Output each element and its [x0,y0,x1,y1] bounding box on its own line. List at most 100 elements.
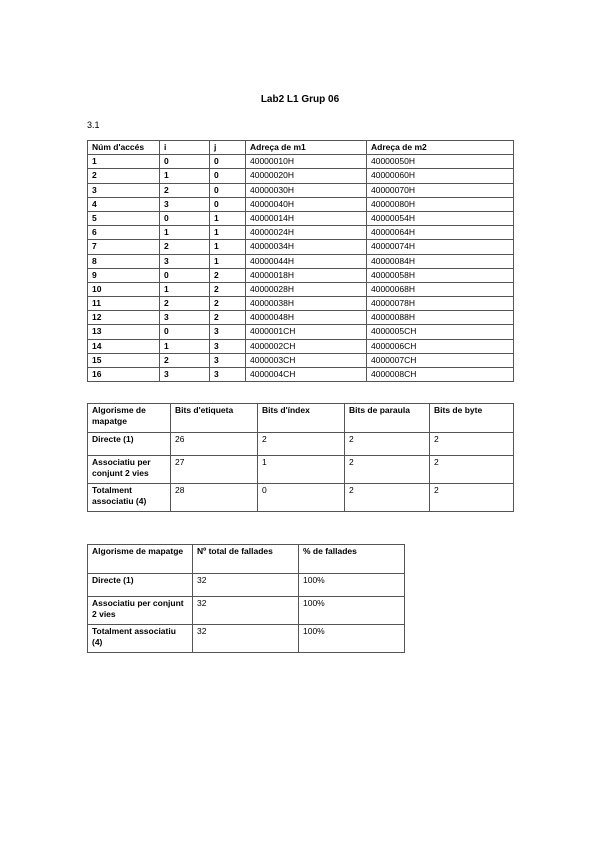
table-row: 7 2 1 40000034H 40000074H [87,239,514,255]
table-row: Directe (1) 32 100% [87,573,405,597]
table-cell: 40000078H [366,296,514,312]
table-cell: 9 [87,267,160,283]
table-cell: 3 [159,253,210,269]
table-cell: 100% [298,596,405,625]
table-cell: 11 [87,296,160,312]
table-cell: 4000005CH [366,324,514,340]
column-header: Adreça de m2 [366,139,514,156]
column-header: Bits d'etiqueta [170,403,258,433]
table-cell: Directe (1) [87,432,171,456]
table-row: Associatiu per conjunt 2 vies 27 1 2 2 [87,455,514,484]
table-cell: Totalment associatiu (4) [87,483,171,512]
table-cell: 40000054H [366,210,514,227]
table-cell: 40000088H [366,310,514,326]
table-cell: 2 [429,483,514,512]
table-cell: 4000007CH [366,352,514,369]
table-row: 12 3 2 40000048H 40000088H [87,310,514,326]
table-cell: Associatiu per conjunt 2 vies [87,455,171,484]
table-cell: 2 [209,281,246,298]
table-cell: 0 [209,182,246,198]
table-row: 4 3 0 40000040H 40000080H [87,196,514,212]
table-cell: 40000040H [245,196,367,212]
table-cell: 1 [257,455,345,484]
table-cell: 40000018H [245,267,367,283]
table-cell: 1 [159,281,210,298]
table-row: Associatiu per conjunt 2 vies 32 100% [87,596,405,625]
table-cell: 40000014H [245,210,367,227]
table-cell: 4000003CH [245,352,367,369]
table-cell: 3 [159,310,210,326]
table-cell: 2 [159,296,210,312]
table-cell: 40000084H [366,253,514,269]
header-row: Algorisme de mapatge Nº total de fallades… [87,544,405,574]
table-cell: 2 [429,455,514,484]
table-cell: 1 [209,253,246,269]
table-cell: 0 [209,196,246,212]
table-row: 13 0 3 4000001CH 4000005CH [87,324,514,340]
table-cell: 2 [159,352,210,369]
table-cell: 1 [159,338,210,354]
table-cell: 8 [87,253,160,269]
access-table: Núm d'accés i j Adreça de m1 Adreça de m2 1 0 0… [87,139,514,383]
table-cell: 40000020H [245,168,367,184]
table-cell: 0 [159,210,210,227]
table-cell: 0 [159,154,210,170]
table-cell: 3 [87,182,160,198]
table-cell: 40000038H [245,296,367,312]
table-cell: 27 [170,455,258,484]
table-cell: 40000024H [245,225,367,241]
header-row: Algorisme de mapatge Bits d'etiqueta Bits … [87,403,514,433]
table-cell: 40000064H [366,225,514,241]
table-cell: 1 [159,225,210,241]
column-header: j [209,139,246,156]
table-cell: 40000080H [366,196,514,212]
table-row: 8 3 1 40000044H 40000084H [87,253,514,269]
table-row: 14 1 3 4000002CH 4000006CH [87,338,514,354]
table-cell: 2 [159,182,210,198]
table-cell: 3 [159,366,210,383]
table-cell: 2 [344,455,430,484]
table-row: 9 0 2 40000018H 40000058H [87,267,514,283]
table-cell: 26 [170,432,258,456]
column-header: Bits d'índex [257,403,345,433]
table-cell: 40000044H [245,253,367,269]
miss-table: Algorisme de mapatge Nº total de fallades… [87,544,405,653]
table-cell: 2 [344,483,430,512]
table-row: 3 2 0 40000030H 40000070H [87,182,514,198]
table-cell: Directe (1) [87,573,193,597]
table-row: Totalment associatiu (4) 32 100% [87,624,405,653]
table-cell: 40000034H [245,239,367,255]
table-cell: 2 [257,432,345,456]
table-cell: 10 [87,281,160,298]
table-cell: 4000004CH [245,366,367,383]
table-cell: 2 [209,267,246,283]
column-header: i [159,139,210,156]
table-cell: 5 [87,210,160,227]
table-cell: 7 [87,239,160,255]
table-cell: 3 [159,196,210,212]
table-cell: 2 [209,310,246,326]
table-cell: 3 [209,366,246,383]
table-cell: 100% [298,573,405,597]
table-cell: 3 [209,338,246,354]
table-cell: 13 [87,324,160,340]
table-cell: 32 [192,624,299,653]
table-cell: 32 [192,596,299,625]
table-cell: 15 [87,352,160,369]
table-cell: 28 [170,483,258,512]
table-cell: 0 [159,324,210,340]
table-cell: 100% [298,624,405,653]
table-cell: 1 [209,210,246,227]
column-header: % de fallades [298,544,405,574]
table-cell: 40000074H [366,239,514,255]
table-cell: 1 [209,225,246,241]
bits-table: Algorisme de mapatge Bits d'etiqueta Bits … [87,403,514,512]
column-header: Algorisme de mapatge [87,403,171,433]
table-cell: 2 [159,239,210,255]
table-cell: 4000008CH [366,366,514,383]
table-cell: 4000002CH [245,338,367,354]
section-number: 3.1 [87,120,100,130]
table-cell: 3 [209,352,246,369]
table-cell: 40000048H [245,310,367,326]
document-title: Lab2 L1 Grup 06 [260,94,340,105]
